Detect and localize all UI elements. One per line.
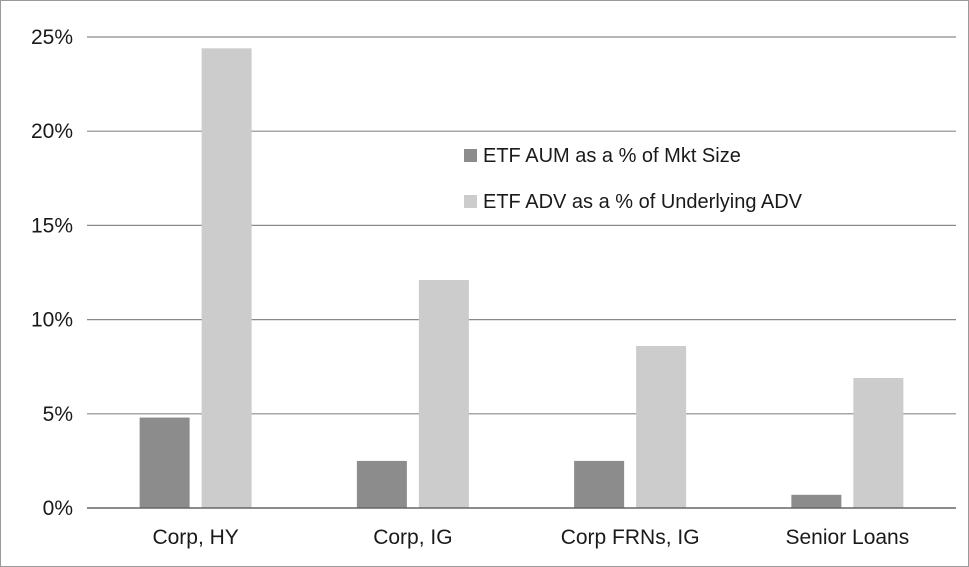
y-tick-label: 10% <box>31 309 73 332</box>
category-label: Corp, IG <box>373 526 452 549</box>
bar-adv <box>418 280 469 508</box>
legend-swatch <box>464 195 477 208</box>
y-tick-label: 0% <box>43 497 73 520</box>
y-tick-label: 5% <box>43 403 73 426</box>
bars <box>139 48 904 508</box>
legend-label: ETF AUM as a % of Mkt Size <box>483 145 741 167</box>
legend: ETF AUM as a % of Mkt Size ETF ADV as a %… <box>464 145 803 213</box>
y-tick-label: 15% <box>31 214 73 237</box>
category-label: Corp FRNs, IG <box>561 526 700 549</box>
bar-adv <box>853 378 904 508</box>
bar-aum <box>791 494 842 508</box>
bar-adv <box>201 48 252 508</box>
bar-aum <box>356 460 407 508</box>
category-label: Corp, HY <box>152 526 238 549</box>
legend-label: ETF ADV as a % of Underlying ADV <box>483 191 803 213</box>
bar-aum <box>574 460 625 508</box>
bar-aum <box>139 417 190 508</box>
y-axis-tick-labels: 0% 5% 10% 15% 20% 25% <box>31 26 73 520</box>
category-label: Senior Loans <box>785 526 909 549</box>
legend-swatch <box>464 149 477 162</box>
y-tick-label: 20% <box>31 120 73 143</box>
category-labels: Corp, HY Corp, IG Corp FRNs, IG Senior Loan… <box>152 526 909 549</box>
y-tick-label: 25% <box>31 26 73 49</box>
bar-adv <box>636 345 687 508</box>
